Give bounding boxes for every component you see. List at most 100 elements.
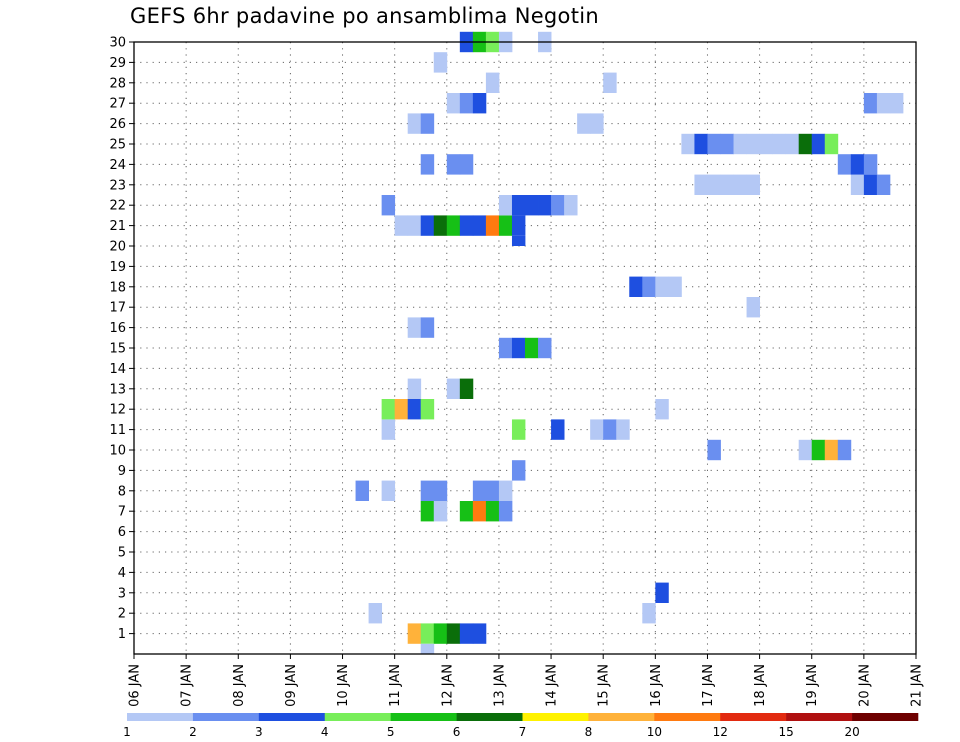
- precip-cell: [772, 133, 787, 155]
- precip-cell: [420, 317, 435, 338]
- precip-cell: [511, 460, 526, 481]
- x-tick-label: 20 JAN: [857, 664, 872, 707]
- precip-cell: [511, 235, 526, 246]
- precip-cell: [381, 480, 396, 501]
- colorbar-swatch: [192, 713, 260, 721]
- x-tick-label: 15 JAN: [597, 664, 612, 707]
- precip-cell: [551, 195, 565, 216]
- precip-cell: [629, 276, 643, 297]
- x-tick-label: 18 JAN: [753, 664, 768, 707]
- precip-cell: [551, 419, 565, 440]
- precip-cell: [407, 378, 422, 399]
- precip-cell: [837, 439, 852, 461]
- y-tick-label: 19: [109, 260, 126, 275]
- y-tick-label: 10: [109, 444, 126, 459]
- y-tick-label: 14: [109, 362, 126, 377]
- precip-cell: [785, 133, 800, 155]
- colorbar-label: 1: [123, 725, 131, 739]
- precip-cell: [433, 501, 448, 522]
- precip-cell: [433, 52, 448, 73]
- colorbar-label: 5: [387, 725, 395, 739]
- y-tick-label: 24: [109, 158, 126, 173]
- precip-cell: [498, 337, 513, 359]
- colorbar-swatch: [588, 713, 655, 721]
- precip-cell: [525, 195, 539, 216]
- colorbar-label: 2: [189, 725, 197, 739]
- precip-cell: [446, 215, 461, 236]
- precip-cell: [863, 174, 878, 195]
- y-tick-label: 25: [109, 138, 126, 153]
- precip-cell: [577, 113, 591, 134]
- precip-cell: [420, 399, 435, 420]
- colorbar-swatch: [324, 713, 391, 721]
- precip-cell: [863, 154, 878, 175]
- precip-cell: [694, 174, 708, 195]
- precip-cell: [525, 337, 539, 359]
- precip-cell: [511, 337, 526, 359]
- colorbar-swatch: [456, 713, 523, 721]
- precip-cell: [420, 501, 435, 522]
- precip-cell: [446, 93, 461, 114]
- x-tick-label: 06 JAN: [128, 664, 143, 707]
- precip-cell: [485, 215, 500, 236]
- precip-cell: [485, 480, 500, 501]
- precip-cell: [433, 215, 448, 236]
- precip-cell: [459, 501, 474, 522]
- y-tick-label: 29: [109, 56, 126, 71]
- y-tick-label: 12: [109, 403, 126, 418]
- x-tick-label: 07 JAN: [180, 664, 195, 707]
- x-tick-label: 14 JAN: [545, 664, 560, 707]
- x-tick-label: 12 JAN: [440, 664, 455, 707]
- y-tick-label: 15: [109, 342, 126, 357]
- precip-cell: [459, 93, 474, 114]
- precip-cell: [746, 297, 760, 318]
- colorbar-swatch: [390, 713, 457, 721]
- y-tick-label: 28: [109, 76, 126, 91]
- y-tick-label: 1: [118, 627, 126, 642]
- precip-cell: [889, 93, 904, 114]
- precip-cell: [381, 419, 396, 440]
- precip-cell: [538, 195, 552, 216]
- x-tick-label: 19 JAN: [805, 664, 820, 707]
- precip-cell: [863, 93, 878, 114]
- precip-cell: [603, 419, 617, 440]
- precip-cell: [446, 623, 461, 644]
- precip-cell: [655, 276, 669, 297]
- precip-cell: [381, 195, 396, 216]
- y-tick-label: 16: [109, 321, 126, 336]
- y-axis-labels: 1234567891011121314151617181920212223242…: [109, 36, 134, 642]
- precip-cell: [433, 623, 448, 644]
- y-tick-label: 23: [109, 178, 126, 193]
- colorbar-label: 4: [321, 725, 329, 739]
- x-tick-label: 08 JAN: [232, 664, 247, 707]
- precip-cell: [485, 501, 500, 522]
- y-tick-label: 20: [109, 240, 126, 255]
- x-tick-label: 17 JAN: [701, 664, 716, 707]
- colorbar-label: 20: [844, 725, 859, 739]
- y-tick-label: 27: [109, 97, 126, 112]
- precip-cell: [655, 399, 669, 420]
- precip-cell: [472, 93, 487, 114]
- y-tick-label: 30: [109, 36, 126, 51]
- precip-cell: [472, 480, 487, 501]
- precip-cell: [394, 215, 409, 236]
- precip-cell: [472, 215, 487, 236]
- colorbar-swatch: [654, 713, 721, 721]
- precip-cell: [811, 133, 826, 155]
- colorbar-swatch: [522, 713, 589, 721]
- precip-cell: [368, 603, 383, 624]
- y-tick-label: 3: [118, 586, 126, 601]
- precip-cell: [498, 501, 513, 522]
- precip-cell: [472, 623, 487, 644]
- colorbar-swatch: [786, 713, 853, 721]
- y-tick-label: 4: [118, 566, 126, 581]
- precip-cell: [498, 195, 513, 216]
- colorbar-label: 10: [647, 725, 662, 739]
- precip-cell: [759, 133, 774, 155]
- precip-cell: [420, 113, 435, 134]
- precip-cell: [407, 399, 422, 420]
- precip-cell: [498, 215, 513, 236]
- precip-cell: [707, 439, 721, 461]
- y-tick-label: 22: [109, 199, 126, 214]
- precip-cell: [798, 133, 813, 155]
